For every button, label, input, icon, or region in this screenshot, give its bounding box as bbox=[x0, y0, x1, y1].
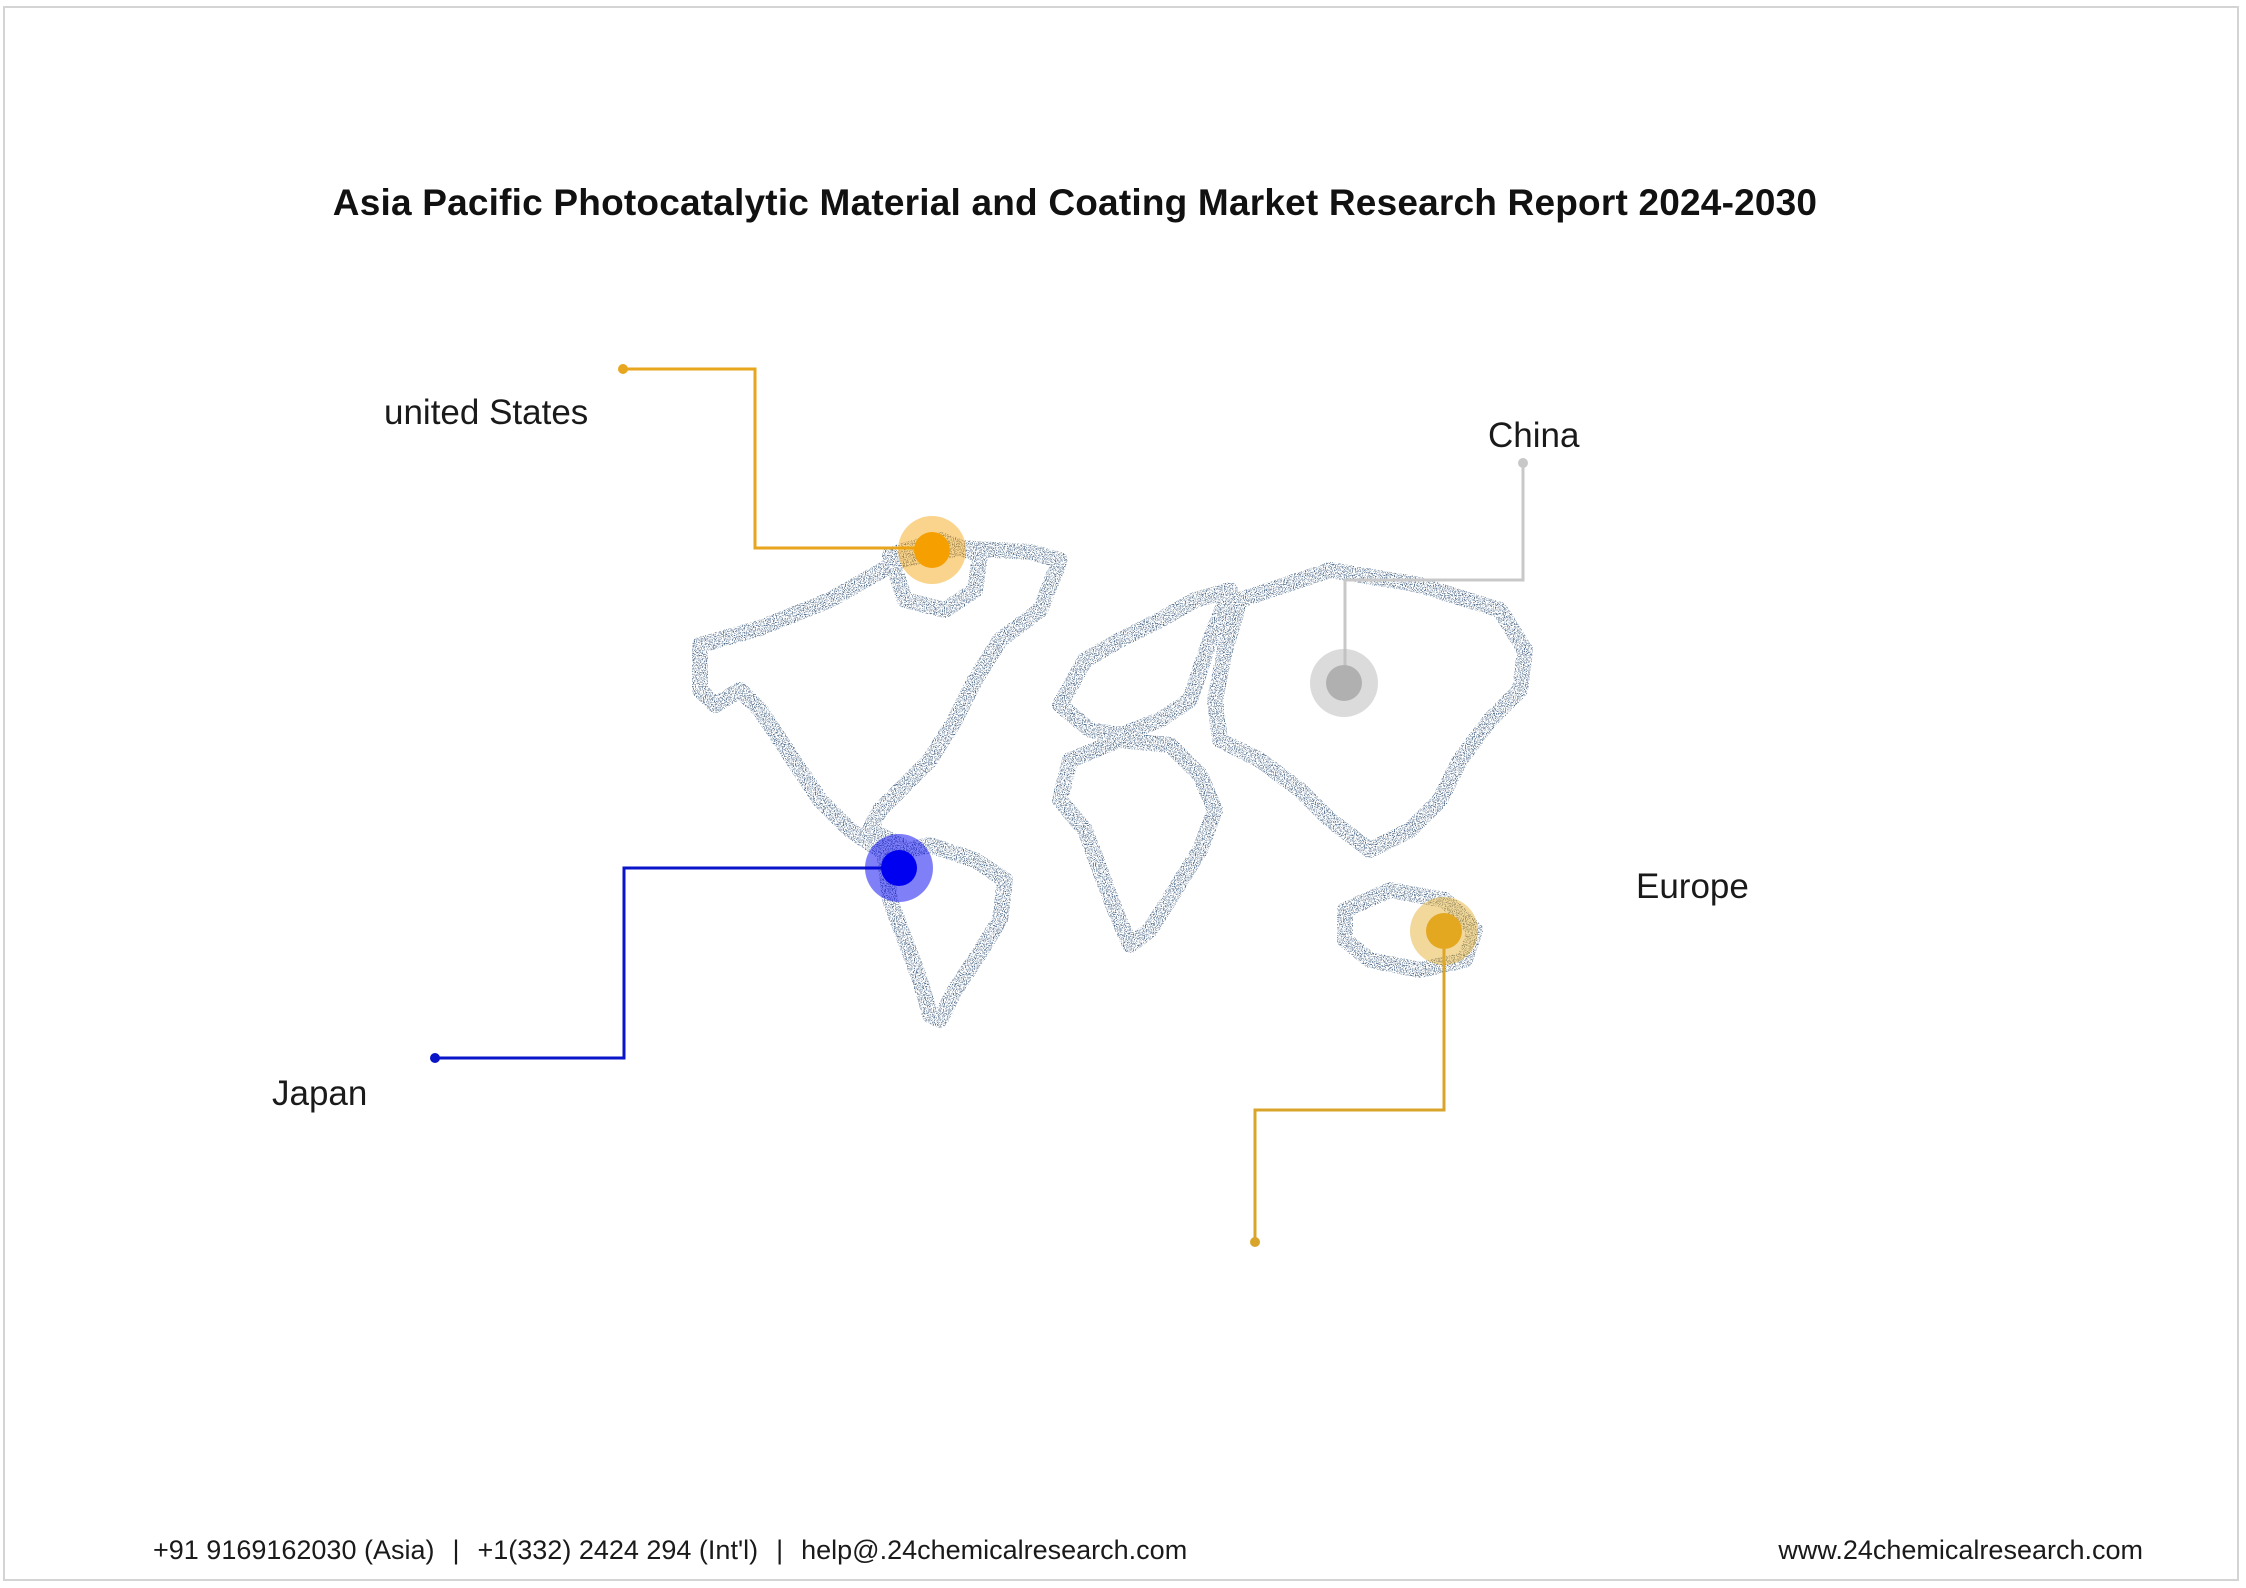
marker-europe bbox=[1426, 913, 1462, 949]
marker-united-states bbox=[914, 532, 950, 568]
north-america bbox=[692, 540, 1068, 858]
footer-separator: | bbox=[452, 1535, 460, 1565]
region-label-europe: Europe bbox=[1636, 867, 1749, 906]
footer-phone-intl[interactable]: +1(332) 2424 294 (Int'l) bbox=[477, 1535, 759, 1565]
footer-phone-asia[interactable]: +91 9169162030 (Asia) bbox=[153, 1535, 435, 1565]
report-frame bbox=[3, 6, 2239, 1581]
australia bbox=[1337, 882, 1483, 978]
footer-contacts: +91 9169162030 (Asia) | +1(332) 2424 294 (… bbox=[153, 1535, 1187, 1566]
europe bbox=[1052, 582, 1238, 743]
leader-end-dot-europe bbox=[1250, 1237, 1260, 1247]
leader-end-dot-united-states bbox=[618, 364, 628, 374]
page-title: Asia Pacific Photocatalytic Material and… bbox=[332, 182, 1818, 223]
footer-separator: | bbox=[776, 1535, 784, 1565]
leader-line-japan bbox=[435, 866, 900, 1060]
asia bbox=[1207, 562, 1533, 858]
south-america bbox=[877, 837, 1013, 1028]
footer-email-link[interactable]: help@.24chemicalresearch.com bbox=[801, 1535, 1188, 1565]
leader-line-china bbox=[1343, 463, 1525, 683]
region-label-united-states: united States bbox=[384, 393, 589, 432]
leader-line-europe bbox=[1253, 930, 1446, 1242]
leader-end-dot-japan bbox=[430, 1053, 440, 1063]
region-label-japan: Japan bbox=[272, 1074, 368, 1113]
africa bbox=[1052, 732, 1223, 953]
leader-line-united-states bbox=[623, 367, 932, 550]
leader-end-dot-china bbox=[1518, 458, 1528, 468]
footer-website-link[interactable]: www.24chemicalresearch.com bbox=[1778, 1535, 2143, 1565]
marker-japan bbox=[881, 850, 917, 886]
continent-outlines bbox=[692, 532, 1533, 1028]
marker-china bbox=[1326, 665, 1362, 701]
region-label-china: China bbox=[1488, 416, 1580, 455]
